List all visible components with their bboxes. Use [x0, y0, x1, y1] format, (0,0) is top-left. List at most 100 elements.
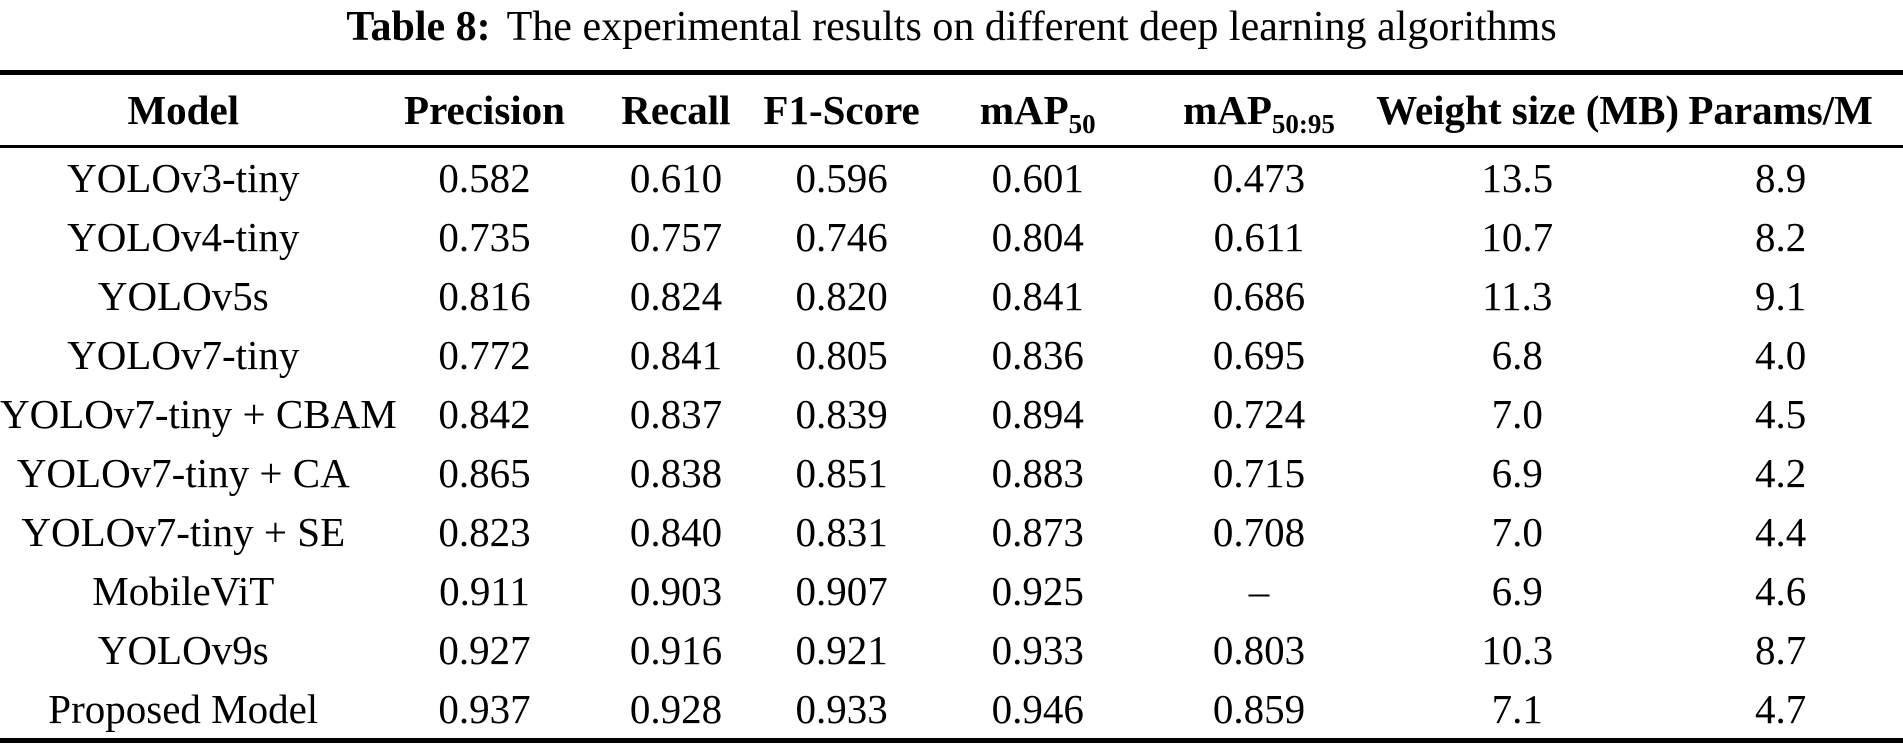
- value-cell: 0.611: [1213, 213, 1305, 260]
- table-row: YOLOv7-tiny + SE 0.823 0.840 0.831 0.873 0.70…: [0, 502, 1903, 561]
- value-cell: 0.841: [991, 272, 1084, 319]
- value-cell: 0.772: [438, 331, 531, 378]
- value-cell: 8.9: [1754, 154, 1807, 201]
- value-cell: 0.757: [629, 213, 723, 260]
- value-cell: 7.0: [1491, 508, 1543, 555]
- value-cell: 0.695: [1212, 331, 1306, 378]
- value-cell: 0.916: [629, 626, 723, 673]
- model-name-cell: YOLOv5s: [97, 272, 269, 319]
- value-cell: 0.927: [438, 626, 531, 673]
- model-name-cell: YOLOv4-tiny: [67, 213, 300, 260]
- col-header-recall-label: Recall: [621, 87, 731, 134]
- table-caption-label: Table 8:: [346, 4, 491, 50]
- table-row: MobileViT 0.911 0.903 0.907 0.925 – 6.9 4.6: [0, 561, 1903, 620]
- value-cell: 4.6: [1754, 567, 1807, 614]
- value-cell: 4.5: [1754, 390, 1807, 437]
- col-header-f1-score-label: F1-Score: [763, 87, 920, 134]
- value-cell: 0.842: [438, 390, 531, 437]
- value-cell: 0.803: [1212, 626, 1306, 673]
- value-cell: 0.715: [1212, 449, 1306, 496]
- value-cell: 0.820: [795, 272, 888, 319]
- table-row: Proposed Model 0.937 0.928 0.933 0.946 0.859 7…: [0, 679, 1903, 741]
- value-cell: 0.686: [1212, 272, 1306, 319]
- value-cell: 0.907: [795, 567, 888, 614]
- value-cell: 0.837: [629, 390, 723, 437]
- value-cell: 0.805: [795, 331, 888, 378]
- value-cell: 0.937: [438, 685, 531, 732]
- value-cell: 0.824: [629, 272, 723, 319]
- table-row: YOLOv9s 0.927 0.916 0.921 0.933 0.803 10.3 8.7: [0, 620, 1903, 679]
- value-cell: 0.841: [629, 331, 723, 378]
- col-header-map50-95: mAP50:95: [1141, 72, 1377, 149]
- model-name-cell: YOLOv3-tiny: [67, 154, 300, 201]
- table-row: YOLOv7-tiny + CA 0.865 0.838 0.851 0.883 0.71…: [0, 443, 1903, 502]
- model-name-cell: YOLOv7-tiny + CBAM: [0, 390, 397, 437]
- model-name-cell: Proposed Model: [48, 685, 319, 732]
- value-cell: 0.839: [795, 390, 888, 437]
- value-cell: 6.9: [1491, 567, 1543, 614]
- model-name-cell: YOLOv7-tiny + CA: [16, 449, 350, 496]
- col-header-weight-size-label: Weight size (MB): [1376, 87, 1680, 134]
- value-cell: 4.4: [1754, 508, 1807, 555]
- value-cell: 7.1: [1491, 685, 1543, 732]
- col-header-map50-95-subscript: 50:95: [1271, 109, 1335, 140]
- value-cell: 0.933: [991, 626, 1084, 673]
- table-caption: Table 8: The experimental results on diff…: [0, 0, 1903, 52]
- value-cell: 10.7: [1481, 213, 1554, 260]
- value-cell: 0.804: [991, 213, 1084, 260]
- value-cell: 0.724: [1212, 390, 1306, 437]
- value-cell: 0.865: [438, 449, 531, 496]
- value-cell: 0.831: [795, 508, 888, 555]
- value-cell: 0.838: [629, 449, 723, 496]
- value-cell: 0.746: [795, 213, 888, 260]
- value-cell: 11.3: [1482, 272, 1553, 319]
- value-cell: 0.735: [438, 213, 531, 260]
- value-cell: 0.921: [795, 626, 888, 673]
- col-header-precision-label: Precision: [404, 87, 565, 134]
- value-cell: –: [1248, 567, 1270, 614]
- col-header-weight-size: Weight size (MB): [1376, 72, 1679, 149]
- value-cell: 8.2: [1754, 213, 1807, 260]
- value-cell: 4.2: [1754, 449, 1807, 496]
- col-header-precision: Precision: [366, 72, 603, 149]
- value-cell: 0.823: [438, 508, 531, 555]
- col-header-params-label: Params/M: [1688, 87, 1873, 134]
- model-name-cell: YOLOv7-tiny: [67, 331, 300, 378]
- results-table: Model Precision Recall F1-Score mAP50 mA…: [0, 70, 1903, 744]
- table-row: YOLOv3-tiny 0.582 0.610 0.596 0.601 0.473 13.5…: [0, 147, 1903, 208]
- value-cell: 0.873: [991, 508, 1084, 555]
- value-cell: 0.836: [991, 331, 1084, 378]
- col-header-map50: mAP50: [933, 72, 1142, 149]
- table-caption-text: The experimental results on different de…: [506, 4, 1557, 50]
- header-row: Model Precision Recall F1-Score mAP50 mA…: [0, 72, 1903, 149]
- value-cell: 0.933: [795, 685, 888, 732]
- value-cell: 4.7: [1754, 685, 1807, 732]
- table-row: YOLOv7-tiny 0.772 0.841 0.805 0.836 0.695 6.8 4…: [0, 325, 1903, 384]
- value-cell: 0.840: [629, 508, 723, 555]
- col-header-map50-subscript: 50: [1068, 109, 1096, 140]
- value-cell: 0.946: [991, 685, 1084, 732]
- value-cell: 0.851: [795, 449, 888, 496]
- value-cell: 6.9: [1491, 449, 1543, 496]
- col-header-model-label: Model: [127, 87, 240, 134]
- value-cell: 0.610: [629, 154, 723, 201]
- value-cell: 6.8: [1491, 331, 1543, 378]
- value-cell: 13.5: [1481, 154, 1554, 201]
- value-cell: 0.883: [991, 449, 1084, 496]
- value-cell: 0.473: [1212, 154, 1306, 201]
- value-cell: 0.708: [1212, 508, 1306, 555]
- col-header-map50-label: mAP: [979, 87, 1069, 134]
- model-name-cell: MobileViT: [92, 567, 275, 614]
- table-row: YOLOv7-tiny + CBAM 0.842 0.837 0.839 0.894 0.…: [0, 384, 1903, 443]
- value-cell: 0.816: [438, 272, 531, 319]
- value-cell: 9.1: [1754, 272, 1807, 319]
- value-cell: 7.0: [1491, 390, 1543, 437]
- value-cell: 0.582: [438, 154, 531, 201]
- value-cell: 0.894: [991, 390, 1084, 437]
- col-header-map50-95-label: mAP: [1183, 87, 1272, 134]
- value-cell: 10.3: [1481, 626, 1554, 673]
- model-name-cell: YOLOv7-tiny + SE: [21, 508, 346, 555]
- col-header-model: Model: [0, 72, 367, 149]
- value-cell: 0.596: [795, 154, 888, 201]
